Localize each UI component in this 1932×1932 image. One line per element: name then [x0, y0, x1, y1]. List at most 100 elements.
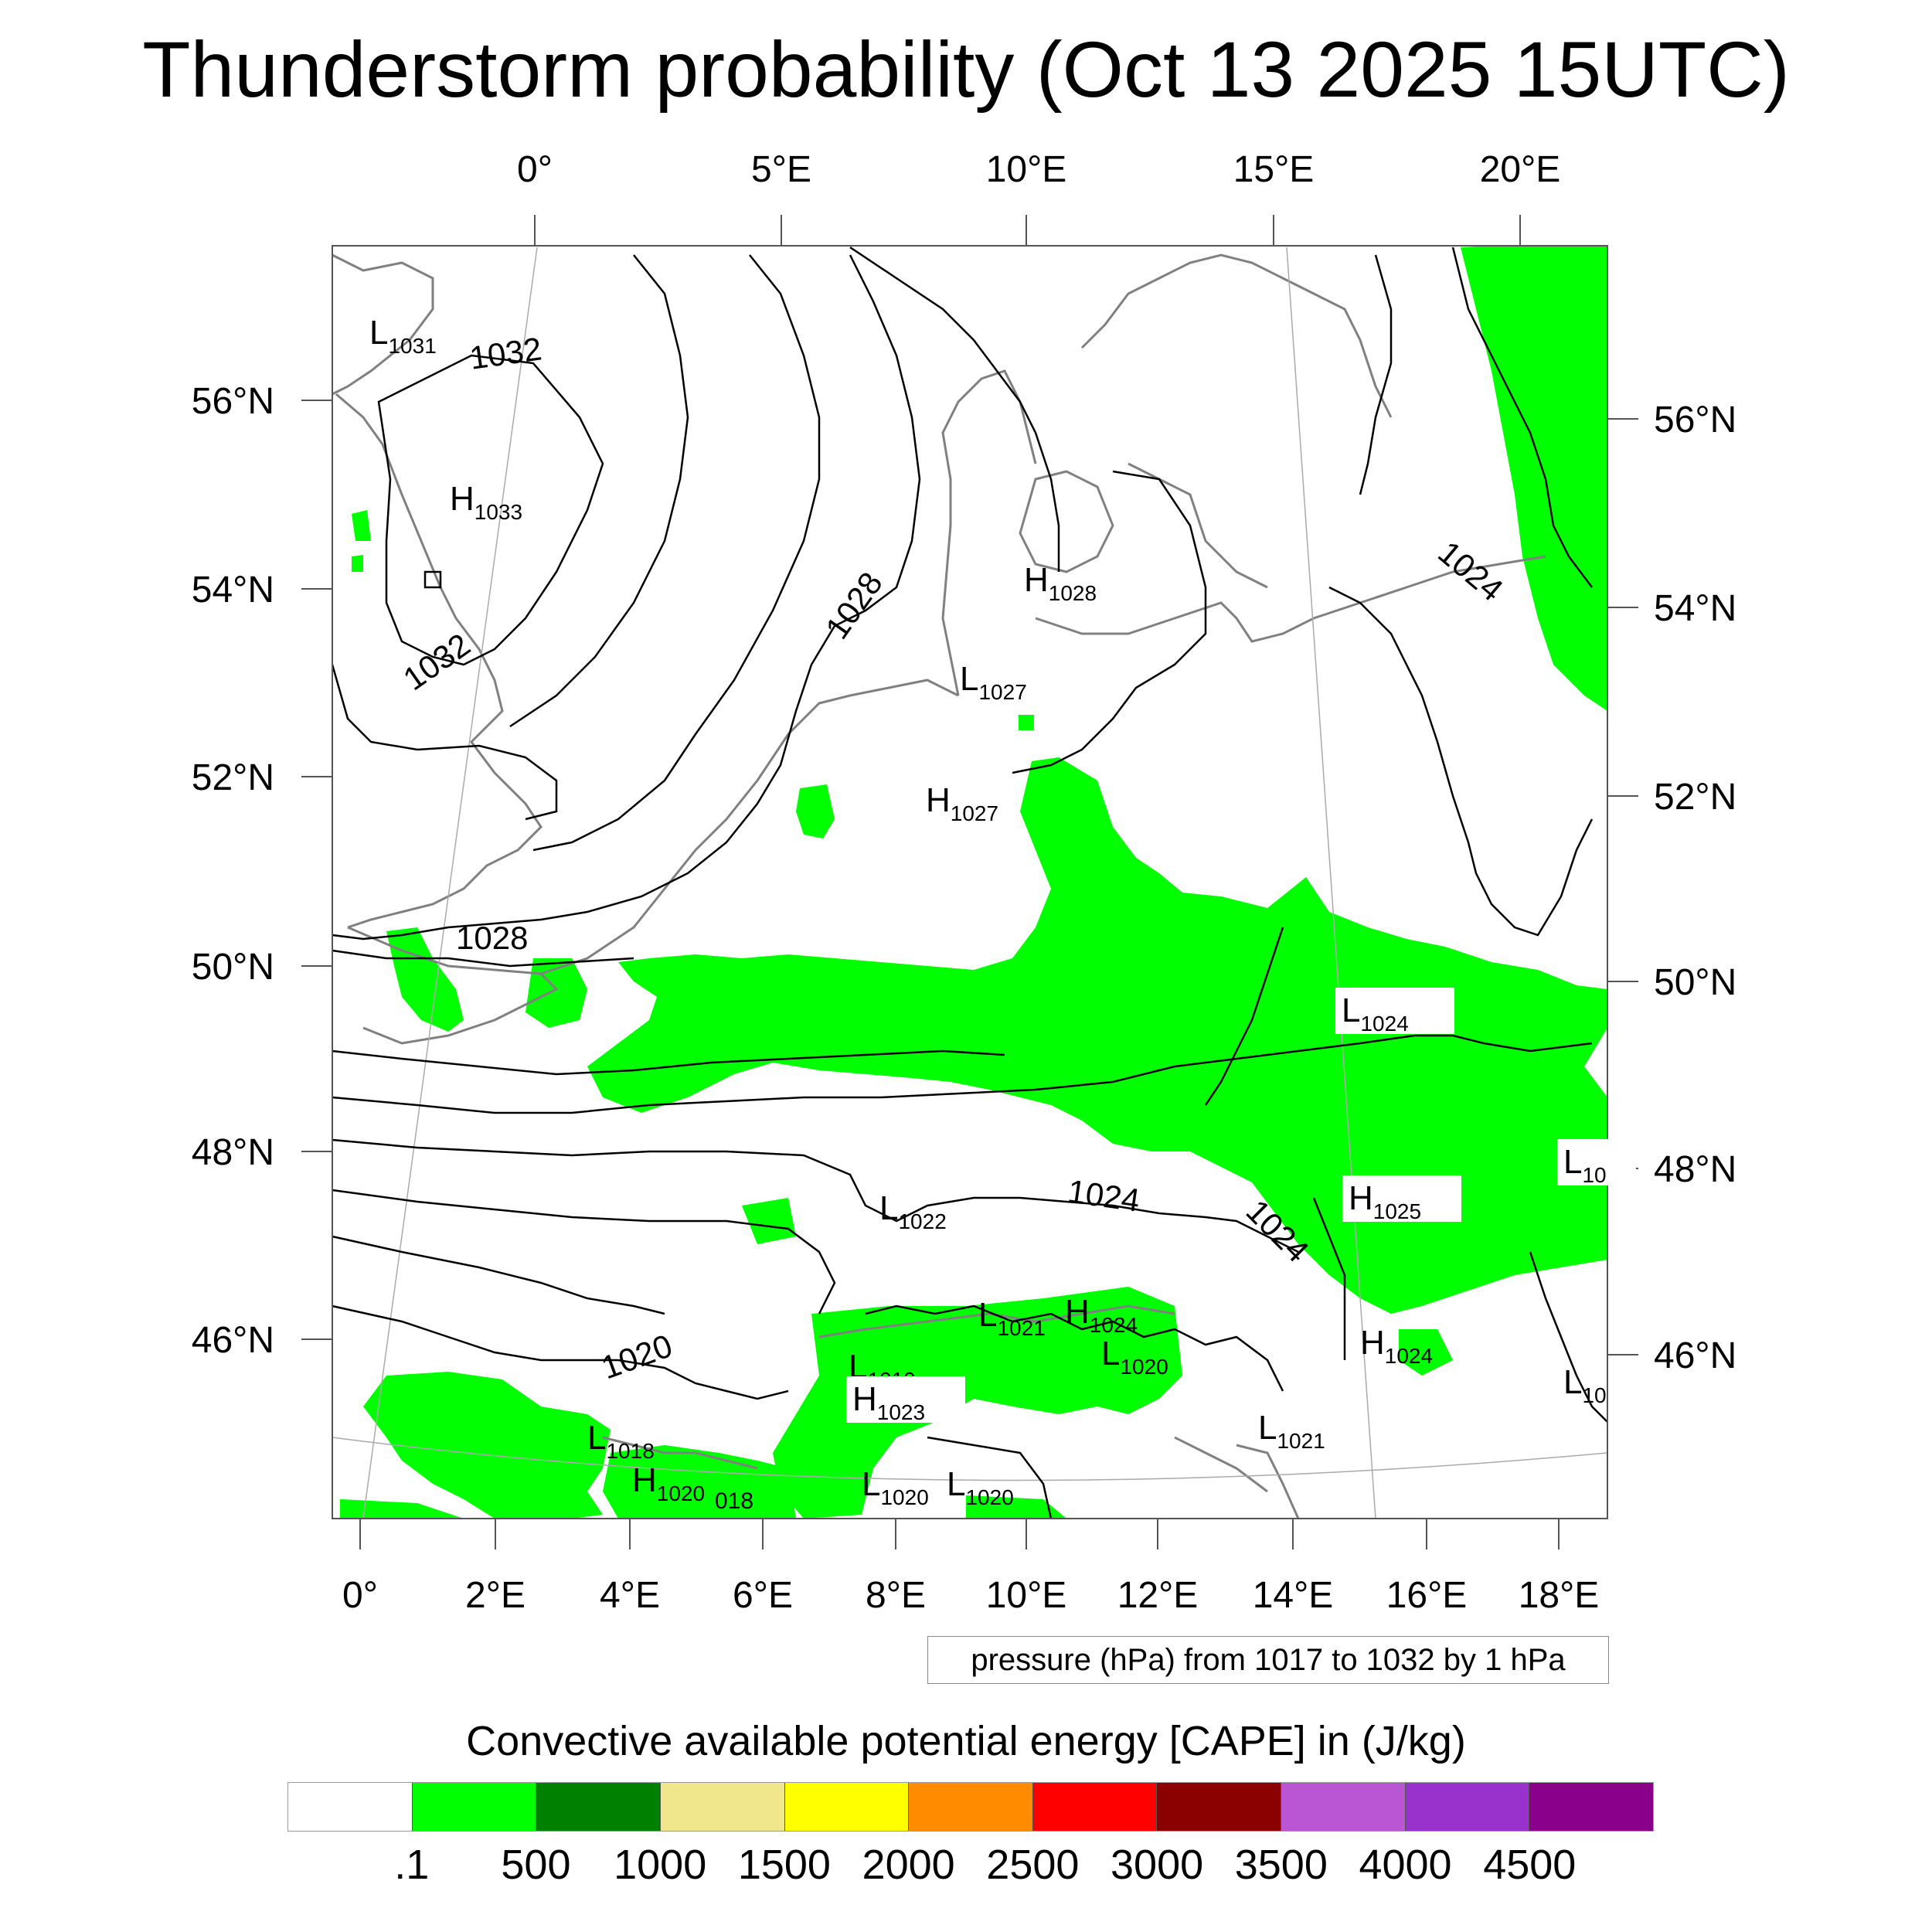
pressure-note: pressure (hPa) from 1017 to 1032 by 1 hP… — [927, 1636, 1609, 1684]
pressure-center-type: L — [879, 1189, 898, 1227]
colorbar-swatch — [784, 1783, 910, 1831]
pressure-center-value: 1021 — [1277, 1429, 1325, 1453]
pressure-center-type: L — [1342, 992, 1360, 1029]
colorbar-swatch — [536, 1783, 661, 1831]
colorbar-swatch — [660, 1783, 785, 1831]
pressure-center-type: H — [1349, 1179, 1373, 1217]
isobar-1025-north — [1451, 247, 1593, 588]
pressure-center-value: 1024 — [1385, 1344, 1433, 1368]
top-lon-label: 5°E — [751, 149, 811, 190]
isobar-1021-lat47 — [332, 1189, 836, 1315]
meridian-0 — [362, 247, 538, 1519]
colorbar-label: 2500 — [986, 1842, 1080, 1888]
low-pressure-label: L1031 — [369, 314, 437, 358]
colorbar-label: .1 — [394, 1842, 430, 1888]
isobar-1024-lat50 — [332, 1049, 1005, 1076]
isobars — [331, 246, 1608, 1519]
colorbar-label: 4000 — [1359, 1842, 1452, 1888]
isobar-label: 1024 — [1066, 1172, 1142, 1219]
isobar-1033-ring — [377, 354, 604, 666]
pressure-center-type: L — [1563, 1143, 1582, 1181]
cape-area-jura — [742, 1198, 796, 1244]
colorbar-label: 1500 — [737, 1842, 831, 1888]
low-pressure-label: L10 — [1563, 1143, 1607, 1187]
low-pressure-label: L1024 — [1342, 992, 1409, 1036]
low-pressure-label: L1020 — [862, 1465, 929, 1509]
top-lon-label: 0° — [517, 149, 553, 190]
coast-danish-islands — [1019, 470, 1114, 573]
pressure-center-type: L — [862, 1465, 880, 1503]
right-lat-label: 46°N — [1654, 1335, 1736, 1376]
colorbar-label: 2000 — [862, 1842, 955, 1888]
coast-jutland — [941, 369, 1037, 696]
bottom-lon-label: 10°E — [986, 1575, 1067, 1616]
isobar-1029 — [332, 254, 921, 940]
isobar-uk-small — [423, 570, 442, 589]
pressure-center-type: H — [1360, 1324, 1385, 1362]
isobar-1019-south — [617, 1359, 789, 1400]
parallel-45n — [332, 1437, 1608, 1481]
bottom-lon-label: 8°E — [866, 1575, 926, 1616]
coast-adriatic — [1174, 1436, 1268, 1493]
isobar-label: 1020 — [597, 1327, 677, 1386]
colorbar-swatch — [1032, 1783, 1158, 1831]
high-pressure-label: H1020 — [632, 1461, 705, 1505]
cape-area-channel — [386, 927, 464, 1032]
isobar-label: 1032 — [396, 626, 476, 697]
graticule — [332, 247, 1608, 1519]
high-pressure-label: H1033 — [450, 480, 522, 524]
isobar-1028-north — [849, 246, 1060, 572]
low-pressure-label: L1018 — [587, 1419, 655, 1463]
isobar-label: 1028 — [818, 566, 889, 645]
pressure-center-type: L — [1258, 1409, 1277, 1447]
isobar-south-ring — [927, 1436, 1053, 1519]
pressure-center-value: 1023 — [877, 1400, 925, 1424]
pressure-center-value: 1033 — [474, 500, 522, 524]
coast-sweden — [1080, 253, 1393, 418]
high-pressure-label: H1027 — [926, 781, 998, 825]
cape-area-uk — [352, 510, 371, 541]
border-alps — [818, 1304, 1175, 1338]
isobar-1020-lat46 — [332, 1235, 665, 1315]
pressure-center-value: 1020 — [965, 1485, 1013, 1509]
right-lat-label: 50°N — [1654, 962, 1736, 1003]
coast-uk-south — [347, 926, 542, 975]
pressure-center-box — [1342, 1175, 1461, 1222]
isobar-label: 1032 — [468, 330, 544, 376]
cape-area-pyrenees — [340, 1499, 464, 1519]
isobar-1023-lat49 — [332, 1034, 1593, 1114]
cape-area-netherlands — [796, 784, 835, 838]
pressure-center-type: L — [1563, 1363, 1582, 1401]
cape-area-south-france — [363, 1372, 611, 1519]
isobar-1025-central — [1328, 586, 1594, 937]
high-pressure-label: H1024 — [1065, 1293, 1138, 1337]
coast-channel-benelux — [540, 679, 959, 975]
left-lat-label: 50°N — [192, 947, 274, 988]
pressure-center-box — [1335, 988, 1454, 1034]
pressure-center-value: 1024 — [1090, 1313, 1138, 1337]
colorbar-swatch — [909, 1783, 1033, 1831]
pressure-center-value: 1025 — [1373, 1199, 1421, 1223]
isobar-1031 — [509, 254, 689, 728]
right-lat-label: 48°N — [1654, 1149, 1736, 1190]
pressure-center-value: 1020 — [657, 1481, 705, 1505]
top-lon-label: 10°E — [986, 149, 1067, 190]
pressure-center-value: 1020 — [1120, 1355, 1168, 1379]
bottom-lon-label: 2°E — [465, 1575, 526, 1616]
right-lat-label: 56°N — [1654, 400, 1736, 440]
colorbar-swatch — [1529, 1783, 1654, 1831]
left-lat-label: 46°N — [192, 1320, 274, 1361]
high-pressure-label: H1023 — [852, 1380, 925, 1424]
colorbar-swatch — [1281, 1783, 1406, 1831]
top-lon-label: 20°E — [1480, 149, 1561, 190]
cape-area-denmark-east — [1461, 246, 1607, 711]
isobar-1030 — [532, 254, 821, 852]
pressure-center-value: 10 — [1582, 1383, 1606, 1407]
right-lat-label: 54°N — [1654, 588, 1736, 629]
high-pressure-label: H1028 — [1024, 561, 1097, 605]
isobar-label-fragment: 018 — [715, 1488, 753, 1514]
bottom-lon-label: 12°E — [1117, 1575, 1199, 1616]
pressure-center-value: 1024 — [1360, 1012, 1408, 1036]
colorbar-label: 3500 — [1234, 1842, 1328, 1888]
map-title: Thunderstorm probability (Oct 13 2025 15… — [142, 26, 1790, 114]
